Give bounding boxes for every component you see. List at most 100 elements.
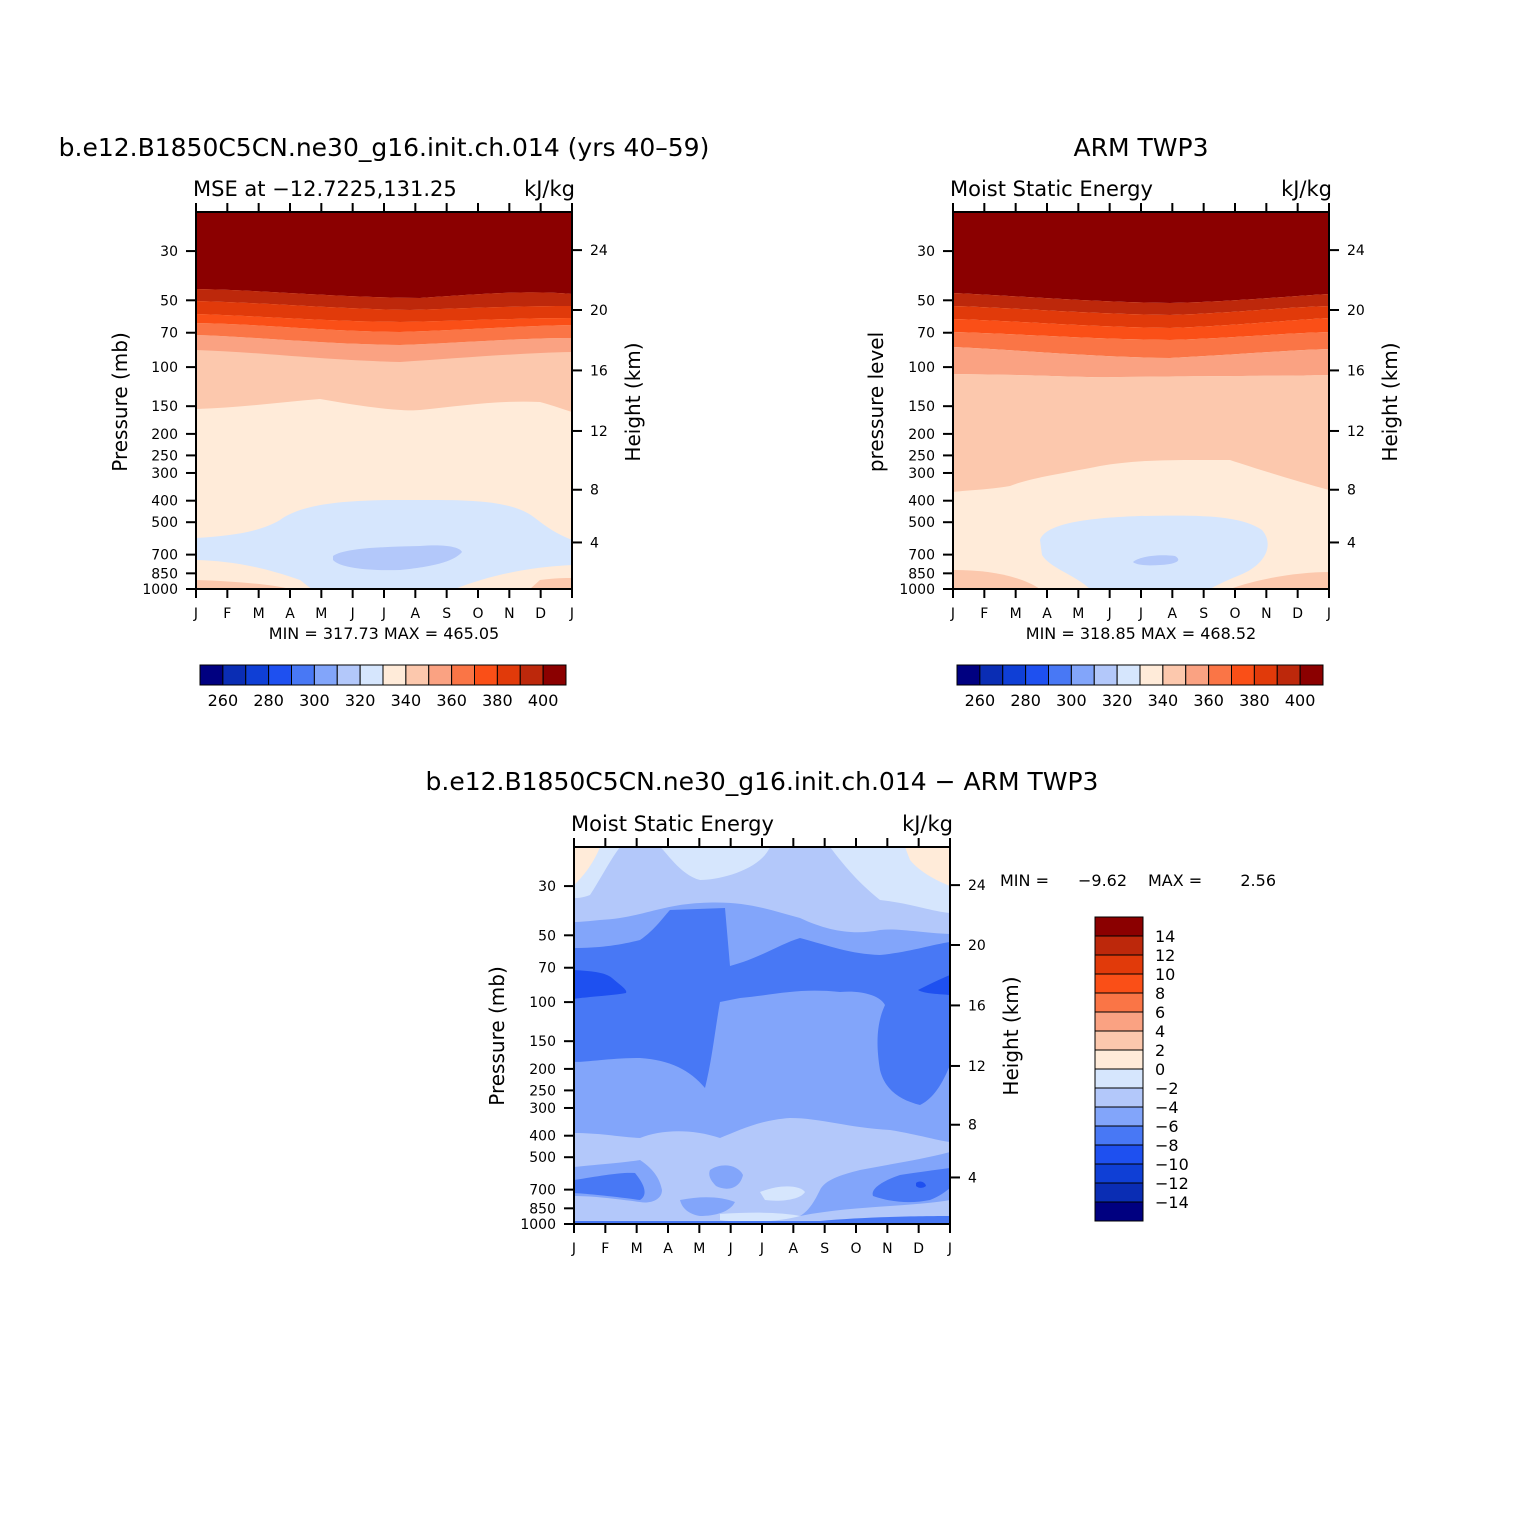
month-label: J (759, 1241, 764, 1257)
colorbar-swatch (1094, 1106, 1144, 1127)
colorbar-label: 2 (1155, 1041, 1165, 1060)
colorbar-swatch (222, 664, 247, 686)
colorbar-obs: 260 280 300 320 340 360 380 400 (956, 664, 1324, 710)
colorbar-label: 380 (1239, 691, 1270, 710)
colorbar-swatch (313, 664, 338, 686)
pressure-label: 400 (151, 494, 178, 510)
colorbar-label: 6 (1155, 1003, 1165, 1022)
pressure-label: 150 (529, 1034, 556, 1050)
pressure-label: 250 (151, 448, 178, 464)
month-label: M (315, 606, 327, 622)
month-label: F (980, 606, 988, 622)
pressure-label: 100 (529, 995, 556, 1011)
colorbar-label: 0 (1155, 1060, 1165, 1079)
plot-area-diff (573, 846, 951, 1225)
month-label: J (1326, 606, 1331, 622)
plot-area-model (195, 211, 573, 590)
colorbar-swatch (1070, 664, 1095, 686)
colorbar-swatch (1094, 1201, 1144, 1222)
pressure-label: 70 (538, 961, 556, 977)
colorbar-label: 360 (436, 691, 467, 710)
height-label: 12 (590, 424, 608, 440)
month-label: O (472, 606, 483, 622)
panel-diff-max-label: MAX = (1148, 871, 1202, 890)
colorbar-swatch (1208, 664, 1232, 686)
month-label: J (569, 606, 574, 622)
month-label: J (1107, 606, 1112, 622)
colorbar-swatch (519, 664, 544, 686)
pressure-label: 70 (160, 326, 178, 342)
colorbar-swatch (428, 664, 453, 686)
colorbar-label: 14 (1155, 927, 1175, 946)
month-label: N (1261, 606, 1271, 622)
height-label: 8 (1347, 483, 1356, 499)
panel-diff-ylabel: Pressure (mb) (485, 966, 509, 1106)
colorbar-swatch (474, 664, 498, 686)
pressure-label: 100 (151, 360, 178, 376)
colorbar-swatch (1094, 1068, 1144, 1089)
pressure-label: 850 (529, 1201, 556, 1217)
colorbar-swatch (451, 664, 475, 686)
colorbar-swatch (1094, 935, 1144, 956)
axis-ticks (564, 838, 960, 1233)
month-label: J (1138, 606, 1143, 622)
pressure-label: 70 (917, 326, 935, 342)
panel-diff-left-label: Moist Static Energy (571, 812, 774, 836)
colorbar-swatch (1094, 954, 1144, 975)
month-label: J (193, 606, 198, 622)
colorbar-label: 400 (1285, 691, 1316, 710)
panel-obs-y2label: Height (km) (1378, 342, 1402, 461)
colorbar-swatch (336, 664, 361, 686)
panel-diff-min-label: MIN = (1000, 871, 1049, 890)
pressure-label: 500 (151, 515, 178, 531)
panel-model-minmax: MIN = 317.73 MAX = 465.05 (269, 624, 499, 643)
pressure-label: 500 (908, 515, 935, 531)
colorbar-swatch (382, 664, 407, 686)
pressure-label: 400 (529, 1129, 556, 1145)
pressure-label: 30 (160, 244, 178, 260)
month-label: S (820, 1241, 829, 1257)
month-label: N (882, 1241, 892, 1257)
month-label: A (285, 606, 295, 622)
colorbar-swatch (291, 664, 315, 686)
pressure-label: 700 (908, 548, 935, 564)
month-label: A (789, 1241, 799, 1257)
height-label: 16 (590, 363, 608, 379)
height-label: 16 (1347, 363, 1365, 379)
panel-diff-max-value: 2.56 (1240, 871, 1276, 890)
colorbar-swatch (1094, 1163, 1144, 1184)
colorbar-swatch (1094, 1125, 1144, 1146)
height-tick-labels-obs: 24 20 16 12 8 4 (1347, 243, 1365, 551)
pressure-label: 50 (538, 928, 556, 944)
month-label: S (1199, 606, 1208, 622)
colorbar-swatch (1094, 1182, 1144, 1203)
month-label: F (223, 606, 231, 622)
pressure-label: 200 (151, 427, 178, 443)
colorbar-label: 380 (482, 691, 513, 710)
month-label: M (1010, 606, 1022, 622)
colorbar-swatch (1162, 664, 1187, 686)
colorbar-label: −6 (1155, 1117, 1179, 1136)
colorbar-swatch (1094, 973, 1144, 994)
colorbar-label: −10 (1155, 1155, 1189, 1174)
colorbar-swatch (496, 664, 521, 686)
colorbar-label: −8 (1155, 1136, 1179, 1155)
colorbar-swatch (245, 664, 270, 686)
height-tick-labels-model: 24 20 16 12 8 4 (590, 243, 608, 551)
month-label: M (693, 1241, 705, 1257)
month-label: D (535, 606, 546, 622)
pressure-label: 1000 (899, 582, 935, 598)
colorbar-label: 8 (1155, 984, 1165, 1003)
colorbar-swatch (1253, 664, 1278, 686)
colorbar-label: 260 (965, 691, 996, 710)
height-label: 4 (590, 535, 599, 551)
axis-ticks (186, 203, 582, 598)
colorbar-swatch (405, 664, 430, 686)
